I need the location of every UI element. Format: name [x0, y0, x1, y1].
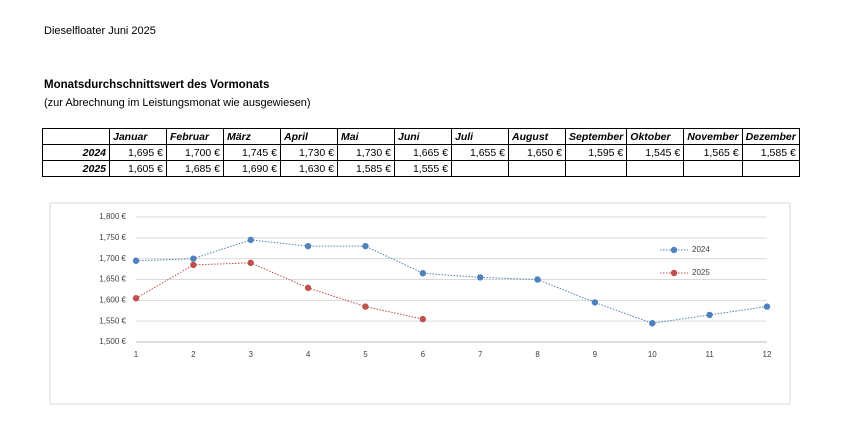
- x-tick-label: 5: [363, 350, 368, 359]
- legend-label: 2024: [692, 245, 710, 254]
- price-cell: 1,585 €: [741, 144, 800, 161]
- data-row: 2025 1,605 €1,685 €1,690 €1,630 €1,585 €1…: [42, 160, 800, 177]
- y-tick-label: 1,600 €: [99, 295, 126, 304]
- data-point: [476, 274, 484, 281]
- price-cell: 1,700 €: [166, 144, 224, 161]
- series-line: [135, 262, 423, 320]
- series-line: [135, 239, 768, 324]
- price-cell: 1,695 €: [109, 144, 167, 161]
- data-point: [706, 311, 713, 319]
- data-point: [132, 295, 140, 302]
- x-tick-label: 4: [306, 350, 311, 359]
- x-tick-label: 2: [191, 350, 196, 359]
- y-tick-label: 1,650 €: [99, 275, 126, 284]
- price-cell: 1,545 €: [626, 144, 685, 161]
- x-tick-label: 12: [763, 350, 772, 359]
- year-label: 2025: [42, 160, 110, 177]
- y-tick-label: 1,700 €: [99, 254, 126, 263]
- data-point: [591, 299, 599, 306]
- price-cell: 1,690 €: [223, 160, 281, 177]
- y-tick-label: 1,750 €: [99, 233, 126, 242]
- x-tick-label: 10: [648, 350, 657, 359]
- data-point: [362, 303, 369, 310]
- chart-frame: [49, 202, 791, 405]
- price-cell: 1,685 €: [166, 160, 224, 177]
- doc-title: Dieselfloater Juni 2025: [44, 25, 156, 37]
- legend-label: 2025: [692, 268, 710, 277]
- month-header: August: [508, 128, 566, 145]
- subheading: (zur Abrechnung im Leistungsmonat wie au…: [44, 97, 311, 109]
- x-tick-label: 7: [478, 350, 483, 359]
- price-cell: [683, 160, 743, 177]
- data-point: [247, 236, 254, 244]
- data-point: [132, 257, 140, 264]
- data-point: [304, 242, 312, 250]
- price-cell: [564, 160, 628, 177]
- price-cell: 1,605 €: [109, 160, 167, 177]
- month-header: Januar: [109, 128, 167, 145]
- price-table: Januar Februar März April Mai Juni Juli August S…: [42, 128, 800, 177]
- data-point: [419, 270, 427, 277]
- x-tick-label: 6: [421, 350, 426, 359]
- data-point: [763, 303, 771, 310]
- data-point: [304, 284, 312, 292]
- legend-marker: [670, 269, 678, 277]
- x-tick-label: 1: [134, 350, 139, 359]
- data-point: [649, 320, 656, 327]
- x-tick-label: 11: [705, 350, 714, 359]
- x-tick-label: 8: [535, 350, 540, 359]
- month-header: September: [564, 128, 628, 145]
- heading: Monatsdurchschnittswert des Vormonats: [44, 79, 270, 91]
- data-point: [362, 242, 369, 250]
- price-cell: [741, 160, 800, 177]
- legend-marker: [670, 246, 678, 254]
- data-point: [190, 255, 197, 262]
- x-tick-label: 3: [249, 350, 254, 359]
- y-tick-label: 1,500 €: [99, 337, 126, 346]
- price-cell: 1,745 €: [223, 144, 281, 161]
- data-point: [419, 315, 427, 323]
- price-cell: 1,630 €: [280, 160, 338, 177]
- price-cell: 1,565 €: [683, 144, 743, 161]
- data-point: [534, 276, 541, 283]
- y-tick-label: 1,800 €: [99, 212, 126, 221]
- y-tick-label: 1,550 €: [99, 316, 126, 325]
- data-point: [190, 261, 197, 269]
- data-point: [247, 259, 254, 267]
- x-tick-label: 9: [593, 350, 598, 359]
